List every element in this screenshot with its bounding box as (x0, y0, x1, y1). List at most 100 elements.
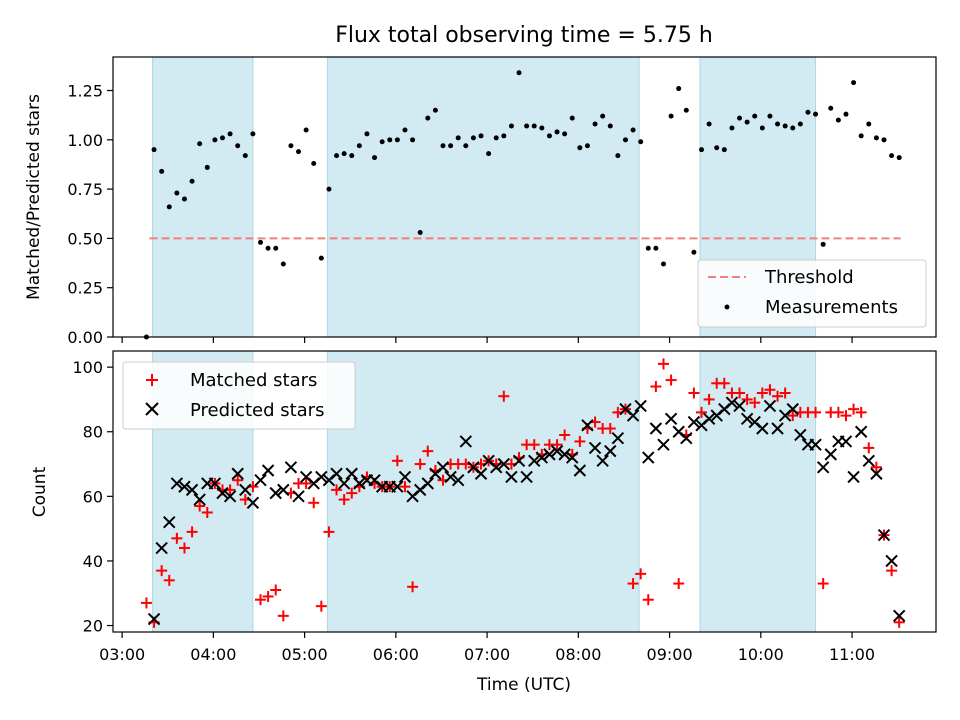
matched-star-marker (559, 429, 571, 441)
matched-star-marker (756, 387, 768, 399)
x-tick-label: 09:00 (647, 645, 693, 664)
predicted-star-marker (147, 612, 161, 626)
measurement-point (410, 137, 416, 143)
measurement-point (714, 145, 720, 151)
y-tick-label: 1.00 (67, 131, 103, 150)
matched-star-marker (338, 494, 350, 506)
measurement-point (197, 141, 203, 147)
measurement-point (318, 255, 324, 261)
measurement-point (219, 135, 225, 141)
matched-star-marker (635, 568, 647, 580)
matched-star-marker (718, 377, 730, 389)
matched-star-marker (407, 581, 419, 593)
shaded-interval (326, 350, 640, 633)
measurement-point (638, 139, 644, 145)
matched-star-marker (323, 526, 335, 538)
predicted-star-marker (391, 480, 404, 493)
matched-star-marker (787, 410, 799, 422)
measurement-point (356, 143, 362, 149)
matched-star-marker (642, 594, 654, 606)
predicted-star-marker (436, 461, 450, 474)
measurement-point (699, 147, 705, 153)
y-tick-label: 0.75 (67, 180, 103, 199)
measurement-point (554, 129, 560, 135)
predicted-star-marker (474, 467, 488, 480)
measurement-point (797, 121, 803, 127)
measurement-point (683, 107, 689, 113)
predicted-star-marker (330, 467, 343, 480)
predicted-star-marker (193, 493, 206, 506)
predicted-star-marker (353, 477, 366, 490)
predicted-star-marker (816, 461, 830, 474)
y-tick-label: 40 (83, 552, 103, 571)
measurement-point (181, 196, 187, 202)
matched-star-marker (810, 406, 822, 418)
matched-star-marker (604, 423, 616, 435)
measurement-point (790, 125, 796, 131)
matched-star-marker (232, 474, 244, 486)
measurement-point (524, 123, 530, 129)
predicted-star-marker (505, 470, 518, 484)
measurements-series (143, 70, 902, 340)
predicted-star-marker (497, 457, 511, 471)
matched-star-marker (156, 565, 168, 577)
predicted-star-marker (740, 412, 754, 426)
matched-star-marker (779, 387, 791, 399)
matched-star-marker (315, 600, 327, 612)
predicted-star-marker (626, 409, 640, 422)
predicted-star-marker (763, 399, 777, 413)
matched-star-marker (627, 578, 639, 590)
predicted-star-marker (535, 451, 549, 464)
measurement-point (668, 113, 674, 119)
predicted-star-marker (208, 477, 222, 490)
matched-star-marker (855, 406, 867, 418)
measurement-point (858, 133, 864, 139)
bottom-plot-frame (112, 350, 937, 633)
matched-star-marker (832, 406, 844, 418)
predicted-star-marker (870, 467, 883, 480)
measurement-point (866, 121, 872, 127)
matched-star-marker (178, 542, 190, 554)
top-y-axis-label: Matched/Predicted stars (24, 94, 44, 300)
measurement-point (364, 131, 370, 137)
measurement-point (334, 153, 340, 159)
matched-star-marker (734, 387, 746, 399)
predicted-star-marker (847, 470, 860, 484)
measurement-point (607, 123, 613, 129)
measurement-point (767, 113, 773, 119)
predicted-star-marker (649, 422, 663, 435)
measurement-point (592, 121, 598, 127)
predicted-star-marker (292, 490, 305, 503)
measurement-point (653, 245, 659, 251)
matched-star-marker (574, 435, 586, 447)
measurement-point (843, 111, 849, 117)
measurement-point (645, 245, 651, 251)
predicted-star-marker (809, 438, 822, 451)
measurement-point (212, 137, 218, 143)
chart-title: Flux total observing time = 5.75 h (335, 23, 713, 48)
predicted-star-marker (284, 461, 298, 474)
predicted-star-marker (854, 425, 868, 438)
matched-star-marker (414, 458, 426, 470)
bottom-legend-box (122, 361, 356, 430)
measurement-point (615, 153, 621, 159)
measurement-point (372, 155, 378, 161)
measurement-point (387, 137, 393, 143)
measurement-point (828, 105, 834, 111)
measurement-point (151, 147, 157, 153)
measurement-point (349, 153, 355, 159)
measurement-point (311, 160, 317, 166)
matched-star-marker (817, 578, 829, 590)
measurement-point (721, 147, 727, 153)
x-axis-label: Time (UTC) (476, 675, 571, 695)
measurement-point (759, 125, 765, 131)
predicted-star-marker (839, 435, 853, 448)
measurement-point (470, 135, 476, 141)
measurement-point (600, 113, 606, 119)
predicted-star-marker (315, 470, 328, 484)
matched-star-marker (840, 410, 852, 422)
predicted-star-marker (216, 486, 229, 500)
measurement-point (775, 121, 781, 127)
x-tick-label: 03:00 (99, 645, 145, 664)
